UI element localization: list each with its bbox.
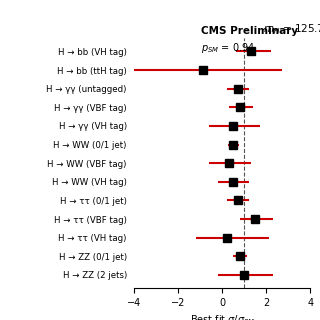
X-axis label: Best fit $\sigma/\sigma_{SM}$: Best fit $\sigma/\sigma_{SM}$ bbox=[190, 313, 255, 320]
Text: CMS Preliminary: CMS Preliminary bbox=[201, 26, 299, 36]
Text: $p_{SM}$ = 0.94: $p_{SM}$ = 0.94 bbox=[201, 41, 255, 55]
Text: $m_{H}$ = 125.7 GeV: $m_{H}$ = 125.7 GeV bbox=[263, 22, 320, 36]
